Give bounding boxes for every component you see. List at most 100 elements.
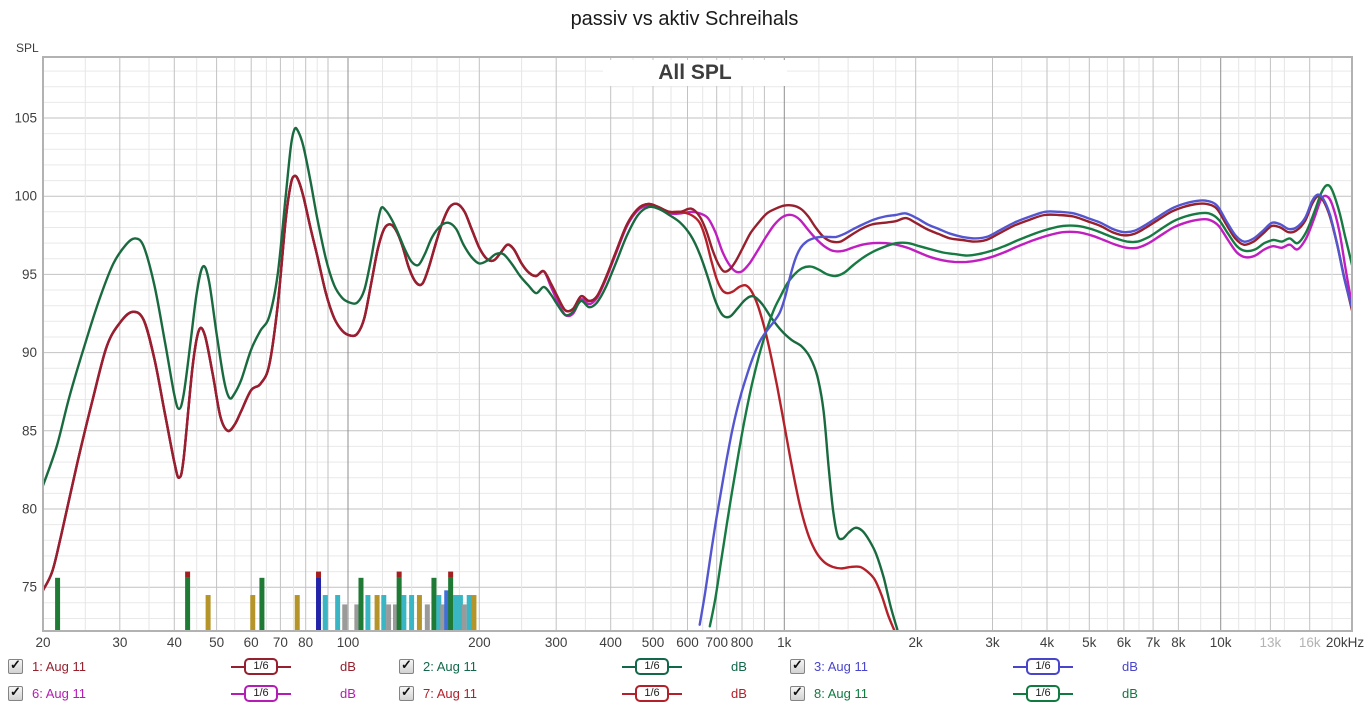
smoothing-control-2[interactable]: 1/6 [577, 658, 727, 675]
measurement-legend: ✓ 1: Aug 11 1/6 dB ✓ 2: Aug 11 1/6 dB ✓ 3: Aug 11… [8, 653, 1366, 708]
trace-line [1013, 665, 1027, 668]
measurement-label-7: 7: Aug 11 [423, 686, 477, 701]
y-tick-label: 100 [14, 189, 37, 204]
unit-label: dB [340, 686, 356, 701]
x-tick-label: 7k [1146, 635, 1161, 650]
trace-line [622, 692, 636, 695]
x-tick-label: 5k [1082, 635, 1097, 650]
curve-3 [698, 193, 1351, 626]
x-tick-label: 30 [112, 635, 127, 650]
x-tick-label: 800 [731, 635, 754, 650]
mode-bar [386, 604, 392, 630]
mode-bar [416, 595, 422, 630]
chart-inner-title: All SPL [603, 60, 787, 86]
page-title: passiv vs aktiv Schreihals [570, 8, 799, 30]
smoothing-badge[interactable]: 1/6 [635, 685, 669, 702]
unit-label: dB [340, 659, 356, 674]
check-icon: ✓ [401, 657, 412, 672]
trace-line [277, 665, 291, 668]
unit-label: dB [731, 659, 747, 674]
check-icon: ✓ [401, 684, 412, 699]
mode-bar [409, 595, 415, 630]
smoothing-control-1[interactable]: 1/6 [186, 658, 336, 675]
checkbox-measurement-7[interactable]: ✓ [399, 684, 414, 701]
mode-bar [205, 595, 211, 630]
mode-bar [448, 571, 454, 630]
unit-label: dB [1122, 686, 1138, 701]
x-tick-label: 40 [167, 635, 182, 650]
mode-bar [374, 595, 380, 630]
smoothing-badge[interactable]: 1/6 [244, 685, 278, 702]
x-tick-label: 13k [1259, 635, 1281, 650]
x-tick-label: 80 [298, 635, 313, 650]
checkbox-measurement-6[interactable]: ✓ [8, 684, 23, 701]
check-icon: ✓ [10, 684, 21, 699]
mode-bar [294, 595, 300, 630]
checkbox-measurement-2[interactable]: ✓ [399, 657, 414, 674]
mode-bar [259, 577, 265, 630]
mode-bar [250, 595, 256, 630]
x-tick-label: 10k [1210, 635, 1232, 650]
x-tick-label: 100 [337, 635, 360, 650]
trace-line [1059, 692, 1073, 695]
check-icon: ✓ [792, 684, 803, 699]
x-tick-label: 8k [1171, 635, 1186, 650]
plot-area [43, 57, 1352, 631]
smoothing-control-6[interactable]: 1/6 [186, 685, 336, 702]
mode-bar [471, 595, 477, 630]
plot-frame [42, 56, 1353, 632]
trace-line [668, 665, 682, 668]
measurement-label-3: 3: Aug 11 [814, 659, 868, 674]
curve-8 [708, 183, 1351, 628]
smoothing-control-7[interactable]: 1/6 [577, 685, 727, 702]
mode-bar [393, 604, 399, 630]
measurement-label-2: 2: Aug 11 [423, 659, 477, 674]
unit-label: dB [731, 686, 747, 701]
smoothing-badge[interactable]: 1/6 [635, 658, 669, 675]
x-tick-label: 300 [545, 635, 568, 650]
x-tick-label: 4k [1040, 635, 1055, 650]
trace-line [1059, 665, 1073, 668]
check-icon: ✓ [10, 657, 21, 672]
legend-item-1: ✓ 1: Aug 11 1/6 dB [8, 656, 399, 678]
legend-item-3: ✓ 3: Aug 11 1/6 dB [790, 656, 1366, 678]
checkbox-measurement-1[interactable]: ✓ [8, 657, 23, 674]
legend-item-6: ✓ 6: Aug 11 1/6 dB [8, 683, 399, 705]
x-tick-label: 600 [676, 635, 699, 650]
mode-bar [457, 595, 463, 630]
mode-bar [461, 604, 467, 630]
x-tick-label: 50 [209, 635, 224, 650]
plot-layer [44, 126, 1351, 630]
mode-bar [401, 595, 407, 630]
smoothing-badge[interactable]: 1/6 [1026, 658, 1060, 675]
checkbox-measurement-3[interactable]: ✓ [790, 657, 805, 674]
mode-bar [322, 595, 328, 630]
smoothing-badge[interactable]: 1/6 [1026, 685, 1060, 702]
smoothing-badge[interactable]: 1/6 [244, 658, 278, 675]
smoothing-control-8[interactable]: 1/6 [968, 685, 1118, 702]
mode-bar [365, 595, 371, 630]
spl-chart: 75 80 85 90 95 100 105 20 30 40 50 60 70 80 100 200 300 4… [14, 56, 1364, 650]
trace-line [231, 665, 245, 668]
smoothing-control-3[interactable]: 1/6 [968, 658, 1118, 675]
mode-bar [358, 577, 364, 630]
x-tick-label: 6k [1117, 635, 1132, 650]
legend-item-8: ✓ 8: Aug 11 1/6 dB [790, 683, 1366, 705]
measurement-label-8: 8: Aug 11 [814, 686, 868, 701]
mode-bar [354, 604, 360, 630]
trace-line [1013, 692, 1027, 695]
unit-label: dB [1122, 659, 1138, 674]
checkbox-measurement-8[interactable]: ✓ [790, 684, 805, 701]
x-tick-label: 200 [468, 635, 491, 650]
y-tick-label: 75 [22, 580, 37, 595]
mode-bar [444, 590, 450, 630]
x-tick-label: 2k [909, 635, 924, 650]
mode-bar [424, 604, 430, 630]
measurement-label-1: 1: Aug 11 [32, 659, 86, 674]
mode-bar [55, 577, 61, 630]
mode-bar [466, 595, 472, 630]
mode-bar [440, 604, 446, 630]
x-tick-label: 16k [1299, 635, 1321, 650]
legend-item-7: ✓ 7: Aug 11 1/6 dB [399, 683, 790, 705]
